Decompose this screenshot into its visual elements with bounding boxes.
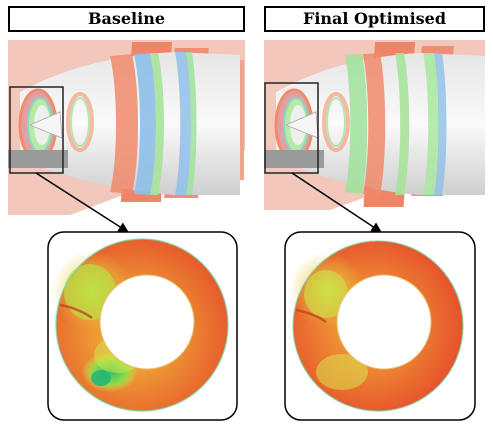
baseline-zoom-arrow: [35, 172, 129, 233]
optimised-nacelle-render: [264, 40, 485, 215]
optimised-contour-inset: [284, 231, 476, 421]
baseline-title: Baseline: [8, 6, 245, 32]
baseline-contour-inset: [47, 231, 238, 421]
optimised-zoom-arrow: [291, 172, 382, 233]
optimised-zoom-box: [264, 82, 319, 174]
baseline-nacelle-render: [8, 40, 245, 215]
final-optimised-title: Final Optimised: [264, 6, 485, 32]
